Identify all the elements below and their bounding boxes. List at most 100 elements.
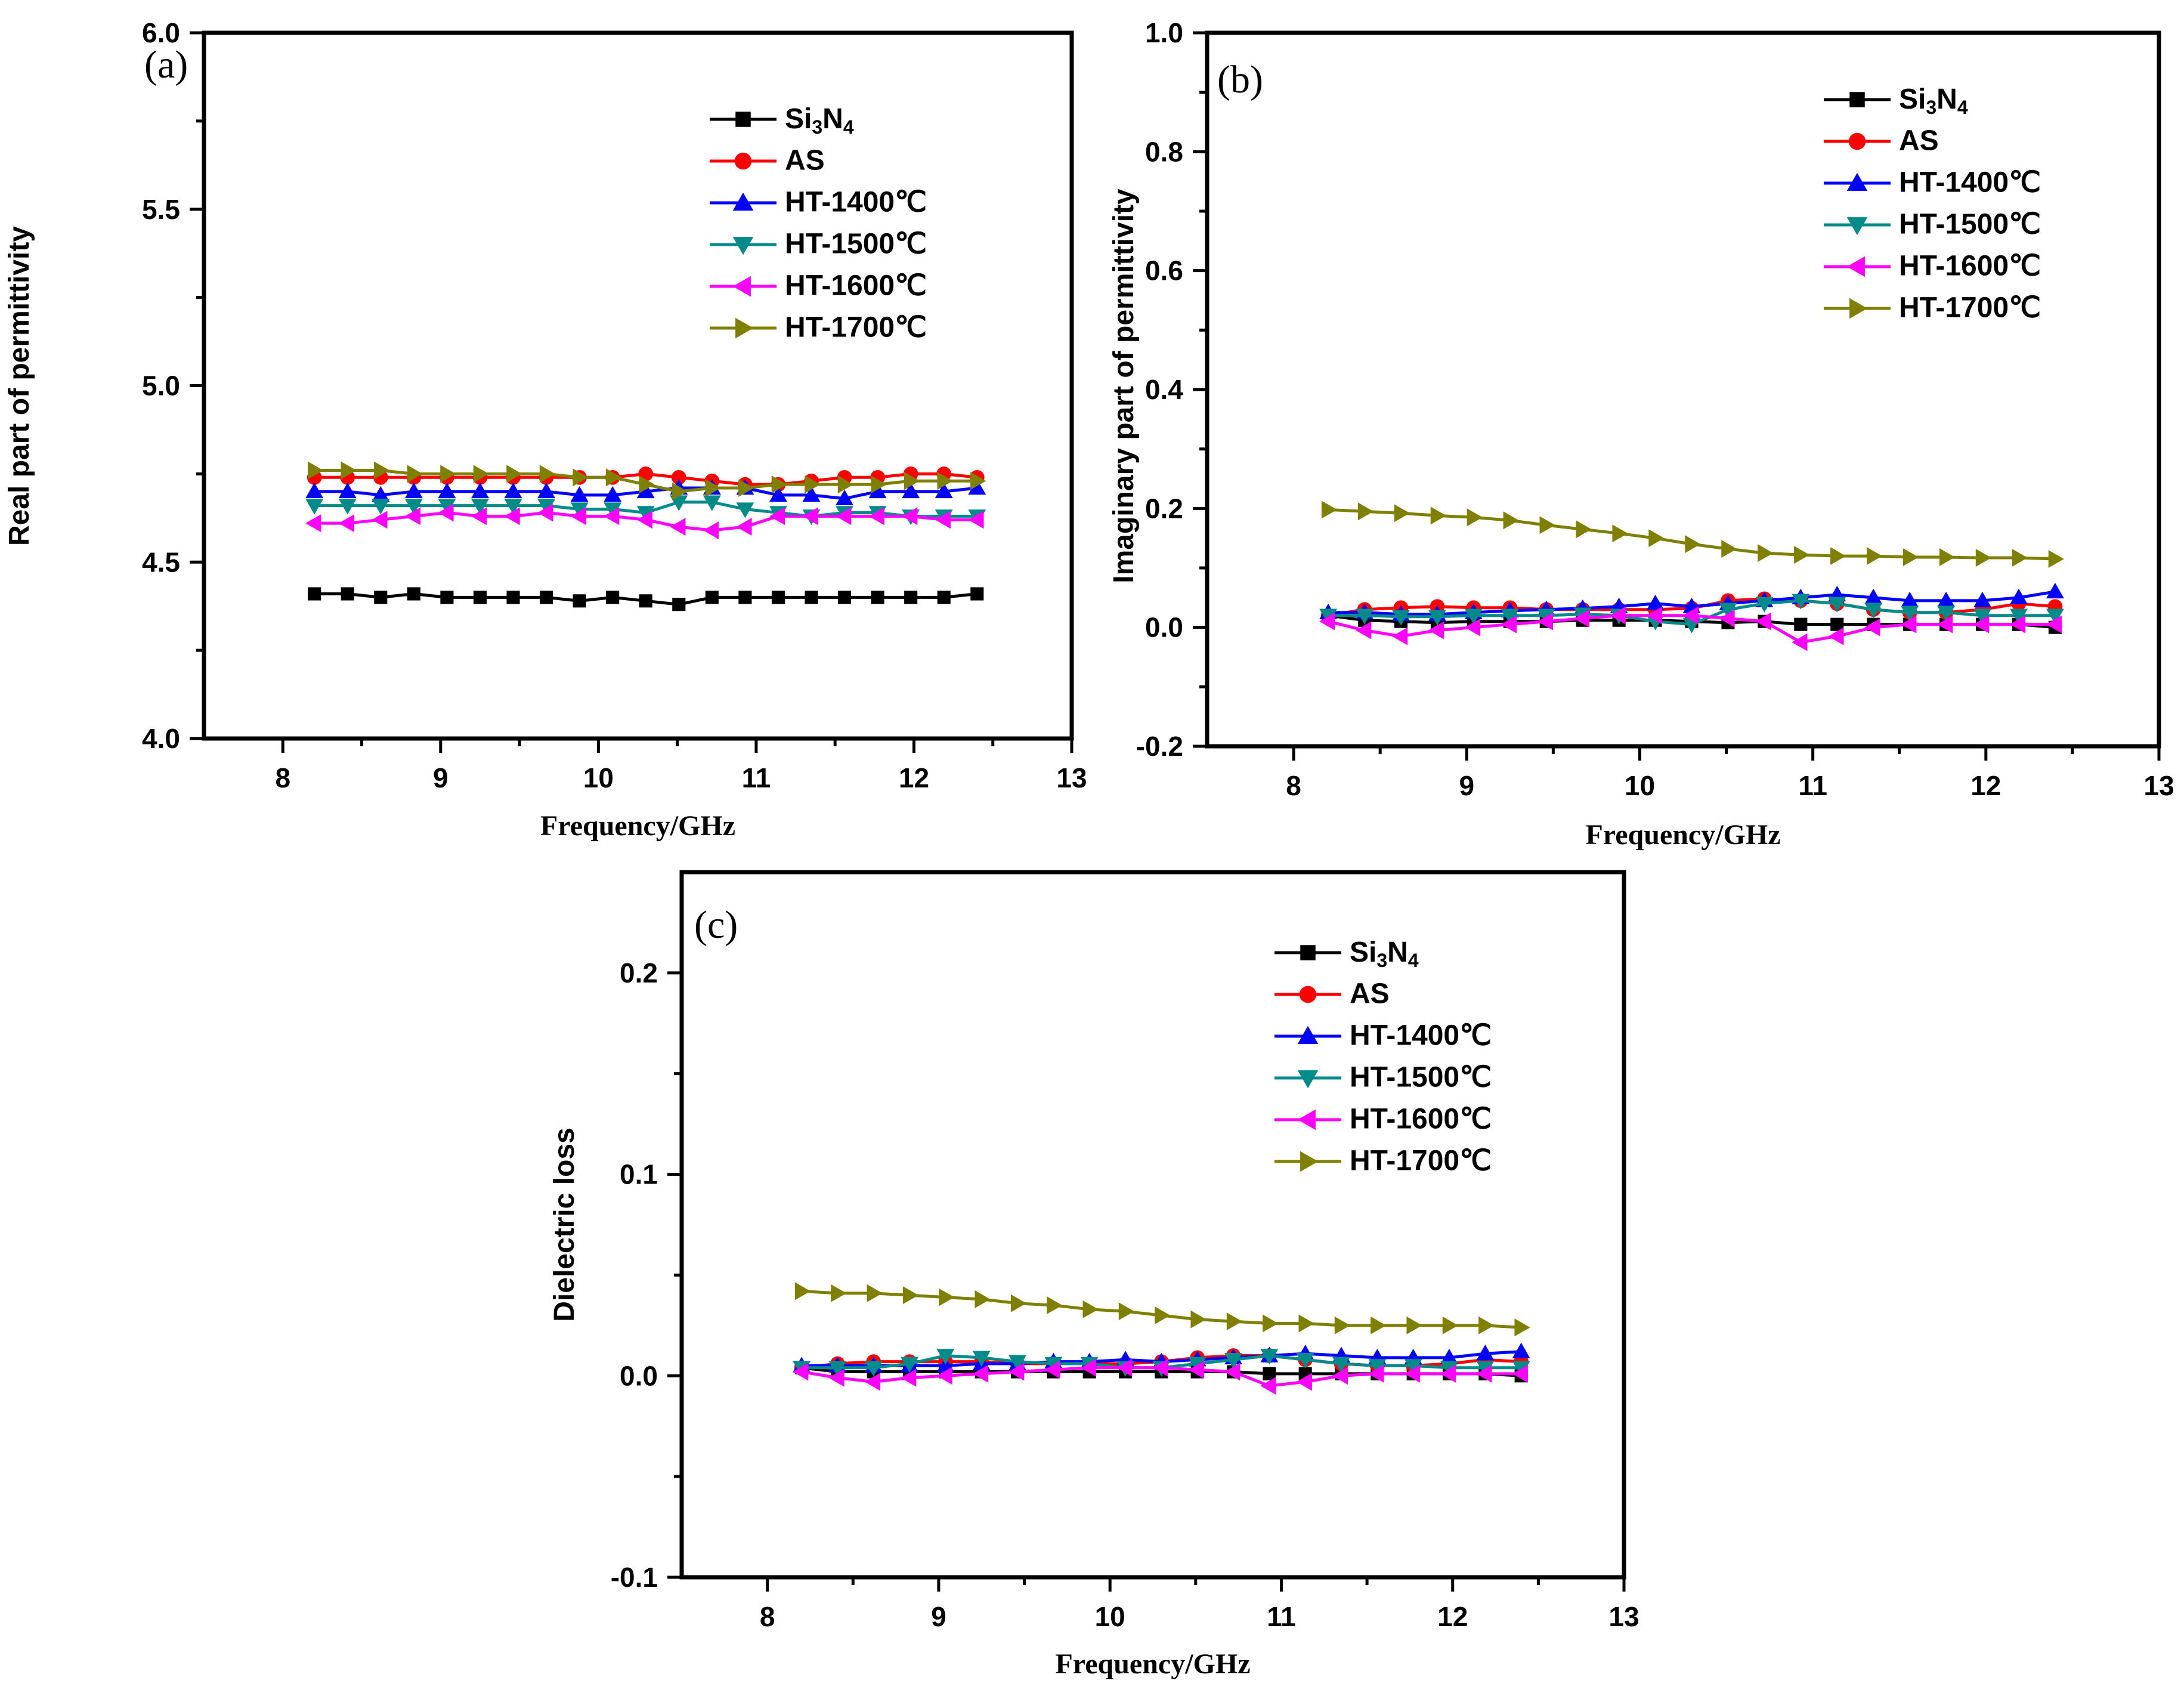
x-tick-label: 12 [899, 762, 929, 793]
data-point [1828, 597, 1846, 613]
legend-item: HT-1500℃ [1824, 209, 2041, 240]
data-point [1152, 1358, 1168, 1377]
data-point [939, 1288, 955, 1306]
legend-marker [1848, 132, 1866, 150]
legend-marker [1846, 217, 1868, 236]
data-point [1334, 1316, 1350, 1334]
data-point [1648, 529, 1665, 548]
y-axis-title: Imaginary part of permittivity [1108, 189, 1140, 583]
data-point [738, 479, 754, 497]
legend-item: HT-1500℃ [710, 228, 927, 260]
data-point [2046, 615, 2062, 634]
data-point [573, 594, 586, 608]
y-tick-label: -0.2 [1136, 731, 1183, 762]
data-point [407, 587, 420, 601]
x-tick-label: 13 [2143, 770, 2174, 801]
data-point [1392, 610, 1410, 626]
data-point [1975, 549, 1991, 567]
legend-item: HT-1400℃ [1824, 167, 2041, 199]
y-tick-label: 0.2 [620, 957, 658, 988]
legend-marker [735, 112, 751, 127]
legend-item: HT-1600℃ [1274, 1104, 1492, 1135]
data-point [1009, 1355, 1027, 1371]
data-point [639, 594, 652, 608]
data-point [1576, 520, 1592, 539]
legend-label: HT-1700℃ [1899, 292, 2041, 324]
data-point [639, 475, 655, 494]
x-tick-label: 9 [1459, 770, 1474, 801]
data-point [1394, 504, 1410, 523]
data-point [837, 475, 854, 494]
data-point [868, 507, 884, 526]
y-tick-label: 0.1 [620, 1159, 658, 1190]
data-point [1685, 535, 1701, 554]
data-point [1428, 610, 1446, 626]
data-point [937, 591, 951, 604]
data-point [438, 499, 456, 515]
data-point [672, 598, 686, 611]
data-point [1612, 524, 1628, 543]
data-point [935, 511, 951, 529]
data-point [506, 591, 520, 604]
legend-item: Si3N4 [1824, 84, 1968, 118]
data-point [802, 507, 818, 526]
legend-item: Si3N4 [1274, 937, 1419, 971]
legend-item: Si3N4 [710, 103, 854, 138]
data-point [771, 591, 785, 604]
data-point [1464, 608, 1483, 625]
y-tick-label: 1.0 [1145, 17, 1183, 48]
data-point [1321, 500, 1338, 519]
legend-marker [732, 276, 751, 297]
data-point [305, 514, 321, 533]
chart-panel-b: 8 9 10 11 12 13 -0.2 0.0 0.2 0.4 0.6 0.8 1.0 Frequenc… [1108, 17, 2174, 851]
data-point [471, 499, 489, 515]
data-point [404, 499, 423, 515]
data-point [2046, 582, 2064, 599]
data-point [1430, 506, 1446, 525]
data-point [1830, 617, 1844, 631]
legend: Si3N4 AS HT-1400℃ HT-1500℃ HT-1600℃ HT-1700℃ [1274, 937, 1492, 1177]
data-point [1082, 1300, 1099, 1318]
data-point [404, 507, 421, 526]
data-point [1864, 603, 1883, 619]
data-point [1296, 1353, 1314, 1369]
data-point [1392, 627, 1408, 645]
data-point [805, 591, 818, 604]
data-point [1937, 591, 1956, 608]
x-tick-label: 10 [1625, 770, 1655, 801]
data-point [1828, 627, 1844, 645]
data-point [902, 1286, 919, 1305]
data-point [471, 507, 487, 526]
x-tick-label: 8 [275, 762, 290, 793]
data-point [440, 591, 454, 604]
y-tick-label: -0.1 [611, 1562, 658, 1593]
data-point [1864, 588, 1883, 605]
data-point [573, 468, 589, 487]
legend-item: AS [1274, 978, 1390, 1010]
y-tick-label: 0.6 [1145, 255, 1183, 286]
data-point [904, 472, 920, 490]
data-point [936, 1367, 952, 1385]
x-tick-label: 10 [583, 762, 614, 793]
data-point [1116, 1358, 1133, 1377]
data-point [1755, 612, 1771, 631]
legend-item: AS [1824, 125, 1939, 157]
data-point [338, 514, 354, 533]
data-point [975, 1290, 991, 1308]
data-point [604, 486, 622, 502]
data-point [606, 591, 620, 604]
data-point [372, 486, 390, 502]
series-ht-1500- [1319, 594, 2064, 634]
x-tick-label: 13 [1608, 1601, 1639, 1632]
data-point [901, 1357, 919, 1373]
data-point [1512, 1364, 1528, 1383]
data-point [1263, 1367, 1276, 1380]
data-point [671, 469, 686, 485]
x-tick-label: 9 [931, 1601, 946, 1632]
data-point [836, 507, 852, 526]
legend-label: HT-1500℃ [1899, 209, 2041, 240]
x-tick-label: 11 [1267, 1601, 1296, 1632]
data-point [372, 511, 388, 529]
data-point [793, 1362, 809, 1381]
